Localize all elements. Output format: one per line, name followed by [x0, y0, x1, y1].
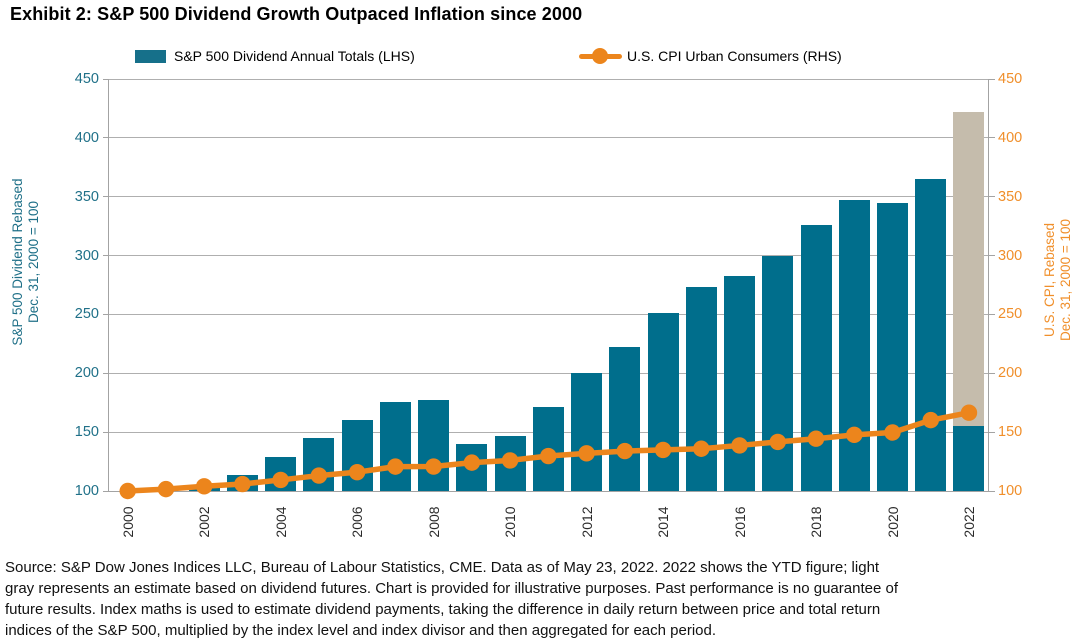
- source-footnote: Source: S&P Dow Jones Indices LLC, Burea…: [5, 559, 898, 639]
- cpi-point-2003: [234, 475, 251, 493]
- cpi-point-2021: [922, 411, 939, 429]
- cpi-point-2013: [616, 442, 634, 460]
- cpi-point-2004: [272, 471, 289, 489]
- legend-label-cpi: U.S. CPI Urban Consumers (RHS): [627, 48, 842, 64]
- cpi-point-2006: [348, 463, 366, 481]
- cpi-point-2018: [807, 430, 825, 447]
- cpi-point-2008: [425, 458, 442, 475]
- y-tick-left-250: 250: [74, 306, 99, 323]
- bar-2012: [571, 373, 603, 491]
- cpi-line-layer: [119, 404, 978, 500]
- right-tickmark-200: [988, 372, 995, 374]
- gridline-250: [109, 313, 988, 315]
- right-tickmark-150: [988, 431, 995, 433]
- bar-2007: [379, 401, 411, 491]
- x-tick-2016: 2016: [731, 506, 748, 538]
- left-tickmark-150: [103, 431, 109, 433]
- cpi-point-2022: [960, 404, 978, 421]
- left-tickmark-200: [103, 372, 109, 374]
- y-tick-left-300: 300: [74, 247, 99, 264]
- bar-2008: [418, 400, 450, 491]
- x-tick-2010: 2010: [502, 506, 519, 538]
- cpi-point-2017: [769, 433, 786, 451]
- right-tickmark-450: [988, 78, 995, 80]
- right-tickmark-100: [988, 490, 995, 492]
- gridline-350: [109, 196, 988, 198]
- y-tick-right-250: 250: [998, 306, 1023, 323]
- left-tickmark-450: [103, 78, 109, 80]
- right-tickmark-250: [988, 313, 995, 315]
- x-tick-2014: 2014: [655, 506, 672, 538]
- plot-area: 100 100 150 150 200 200 250 250 300 300 350 350 400 4…: [75, 71, 1022, 538]
- left-tickmark-300: [103, 255, 109, 257]
- legend-label-dividends: S&P 500 Dividend Annual Totals (LHS): [174, 48, 415, 64]
- y-tick-right-350: 350: [998, 188, 1023, 205]
- bar-2020: [877, 202, 908, 491]
- cpi-point-2016: [731, 437, 748, 454]
- x-tick-2002: 2002: [196, 506, 213, 538]
- x-tick-2006: 2006: [349, 506, 366, 538]
- x-tick-2004: 2004: [272, 506, 289, 538]
- bar-2021: [915, 179, 947, 491]
- right-tickmark-350: [988, 196, 995, 198]
- y-tick-right-400: 400: [998, 129, 1023, 146]
- bar-2016: [724, 275, 756, 491]
- cpi-point-2009: [463, 454, 481, 471]
- x-tick-2012: 2012: [578, 506, 595, 538]
- y-tick-right-300: 300: [998, 247, 1023, 264]
- cpi-point-2011: [540, 447, 557, 465]
- gridline-300: [109, 255, 988, 257]
- x-tick-2000: 2000: [119, 506, 136, 538]
- y-tick-left-400: 400: [74, 129, 99, 146]
- right-axis-title: U.S. CPI, Rebased Dec. 31, 2000 = 100: [1042, 219, 1073, 341]
- legend-item-cpi: U.S. CPI Urban Consumers (RHS): [579, 44, 842, 68]
- y-tick-right-100: 100: [998, 483, 1023, 499]
- x-tick-2020: 2020: [884, 506, 901, 538]
- bar-2022: [953, 426, 985, 491]
- cpi-point-2019: [846, 426, 863, 444]
- y-tick-left-200: 200: [74, 365, 99, 382]
- bar-series-swatch-icon: [135, 49, 166, 63]
- cpi-point-2007: [387, 458, 404, 475]
- chart-title: Exhibit 2: S&P 500 Dividend Growth Outpa…: [10, 4, 583, 24]
- y-tick-right-200: 200: [998, 365, 1023, 382]
- y-tick-left-350: 350: [74, 188, 99, 205]
- cpi-point-2020: [884, 424, 901, 441]
- left-tickmark-100: [103, 490, 109, 492]
- left-tickmark-250: [103, 313, 109, 315]
- cpi-point-2001: [157, 480, 175, 498]
- gridline-200: [109, 372, 988, 374]
- bar-2022-estimate: [953, 111, 985, 427]
- cpi-point-2002: [195, 478, 213, 495]
- gridline-450: [109, 78, 988, 80]
- y-tick-left-150: 150: [74, 424, 99, 441]
- y-tick-right-450: 450: [998, 71, 1023, 87]
- cpi-point-2015: [693, 440, 710, 457]
- cpi-point-2012: [578, 445, 595, 462]
- x-tick-2018: 2018: [808, 506, 825, 538]
- cpi-point-2010: [501, 452, 519, 469]
- cpi-point-2005: [310, 467, 328, 484]
- x-tick-2022: 2022: [960, 506, 977, 538]
- left-axis-title: S&P 500 Dividend Rebased Dec. 31, 2000 =…: [10, 178, 41, 346]
- bar-2017: [762, 255, 794, 491]
- x-tick-2008: 2008: [425, 506, 442, 538]
- bar-2014: [647, 313, 679, 491]
- right-tickmark-300: [988, 255, 995, 257]
- y-tick-left-450: 450: [74, 71, 99, 87]
- line-series-swatch-icon: [579, 48, 622, 64]
- legend-item-dividends: S&P 500 Dividend Annual Totals (LHS): [135, 44, 415, 68]
- bar-2015: [685, 287, 717, 491]
- y-tick-left-100: 100: [74, 483, 99, 499]
- left-tickmark-400: [103, 137, 109, 139]
- gridline-400: [109, 137, 988, 139]
- cpi-point-2014: [654, 441, 672, 459]
- cpi-point-2000: [119, 482, 136, 500]
- y-tick-right-150: 150: [998, 424, 1023, 441]
- right-tickmark-400: [988, 137, 995, 139]
- left-tickmark-350: [103, 196, 109, 198]
- bar-2013: [609, 347, 641, 491]
